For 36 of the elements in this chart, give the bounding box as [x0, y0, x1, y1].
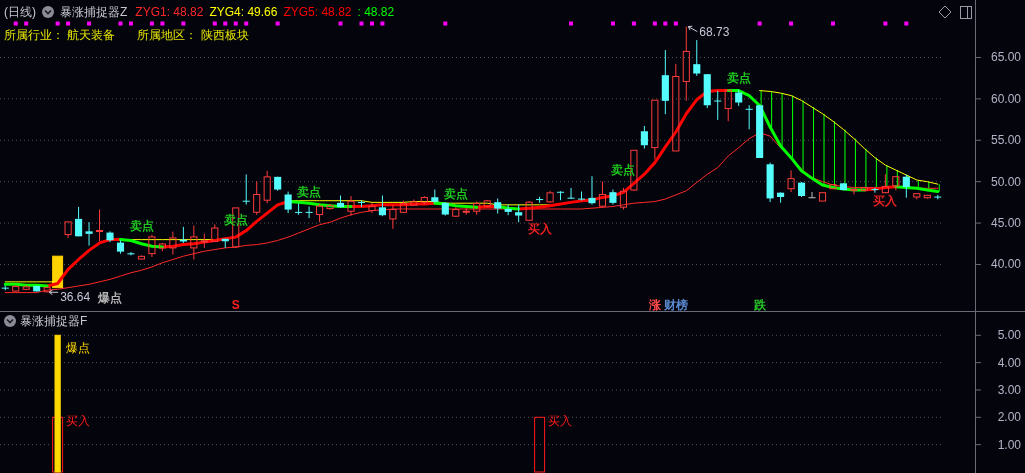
legend-item: ZYG5: 48.82 — [283, 5, 352, 19]
annotation: 所属地区： 陕西板块 — [137, 28, 249, 42]
annotation: 跌 — [753, 298, 766, 312]
annotation: 买入 — [527, 221, 552, 236]
y-tick-label: 45.00 — [990, 216, 1021, 231]
title: (日线) — [4, 5, 36, 19]
y-tick-label: 65.00 — [990, 50, 1021, 65]
y-tick-label: 60.00 — [990, 91, 1021, 106]
annotation: 卖点 — [297, 184, 322, 199]
annotation: S — [231, 298, 240, 312]
annotation: 财榜 — [663, 298, 688, 312]
y-tick-label: 3.00 — [997, 382, 1021, 397]
legend-item: ZYG4: 49.66 — [209, 5, 278, 19]
annotation: 爆点 — [66, 341, 90, 355]
annotation: 36.64 — [60, 290, 91, 305]
title: 暴涨捕捉器F — [20, 314, 88, 328]
y-tick-label: 2.00 — [997, 410, 1021, 425]
annotation: 涨 — [648, 298, 661, 312]
legend-item: : 48.82 — [357, 5, 395, 19]
annotation: 卖点 — [726, 71, 751, 86]
annotation: 买入 — [66, 414, 90, 428]
y-tick-label: 50.00 — [990, 174, 1021, 189]
annotation: 68.73 — [699, 24, 730, 39]
y-tick-label: 1.00 — [997, 437, 1021, 452]
subtitle: 暴涨捕捉器Z — [60, 5, 128, 19]
y-tick-label: 40.00 — [990, 257, 1021, 272]
annotation: 卖点 — [443, 187, 468, 202]
annotation: 卖点 — [129, 219, 154, 234]
annotation: 爆点 — [98, 290, 122, 305]
legend-item: ZYG1: 48.82 — [135, 5, 204, 19]
y-tick-label: 4.00 — [997, 355, 1021, 370]
y-tick-label: 55.00 — [990, 133, 1021, 148]
annotation: 买入 — [548, 414, 572, 428]
annotation: 所属行业： 航天装备 — [4, 28, 116, 42]
annotation: 买入 — [873, 193, 898, 208]
y-tick-label: 5.00 — [997, 328, 1021, 343]
